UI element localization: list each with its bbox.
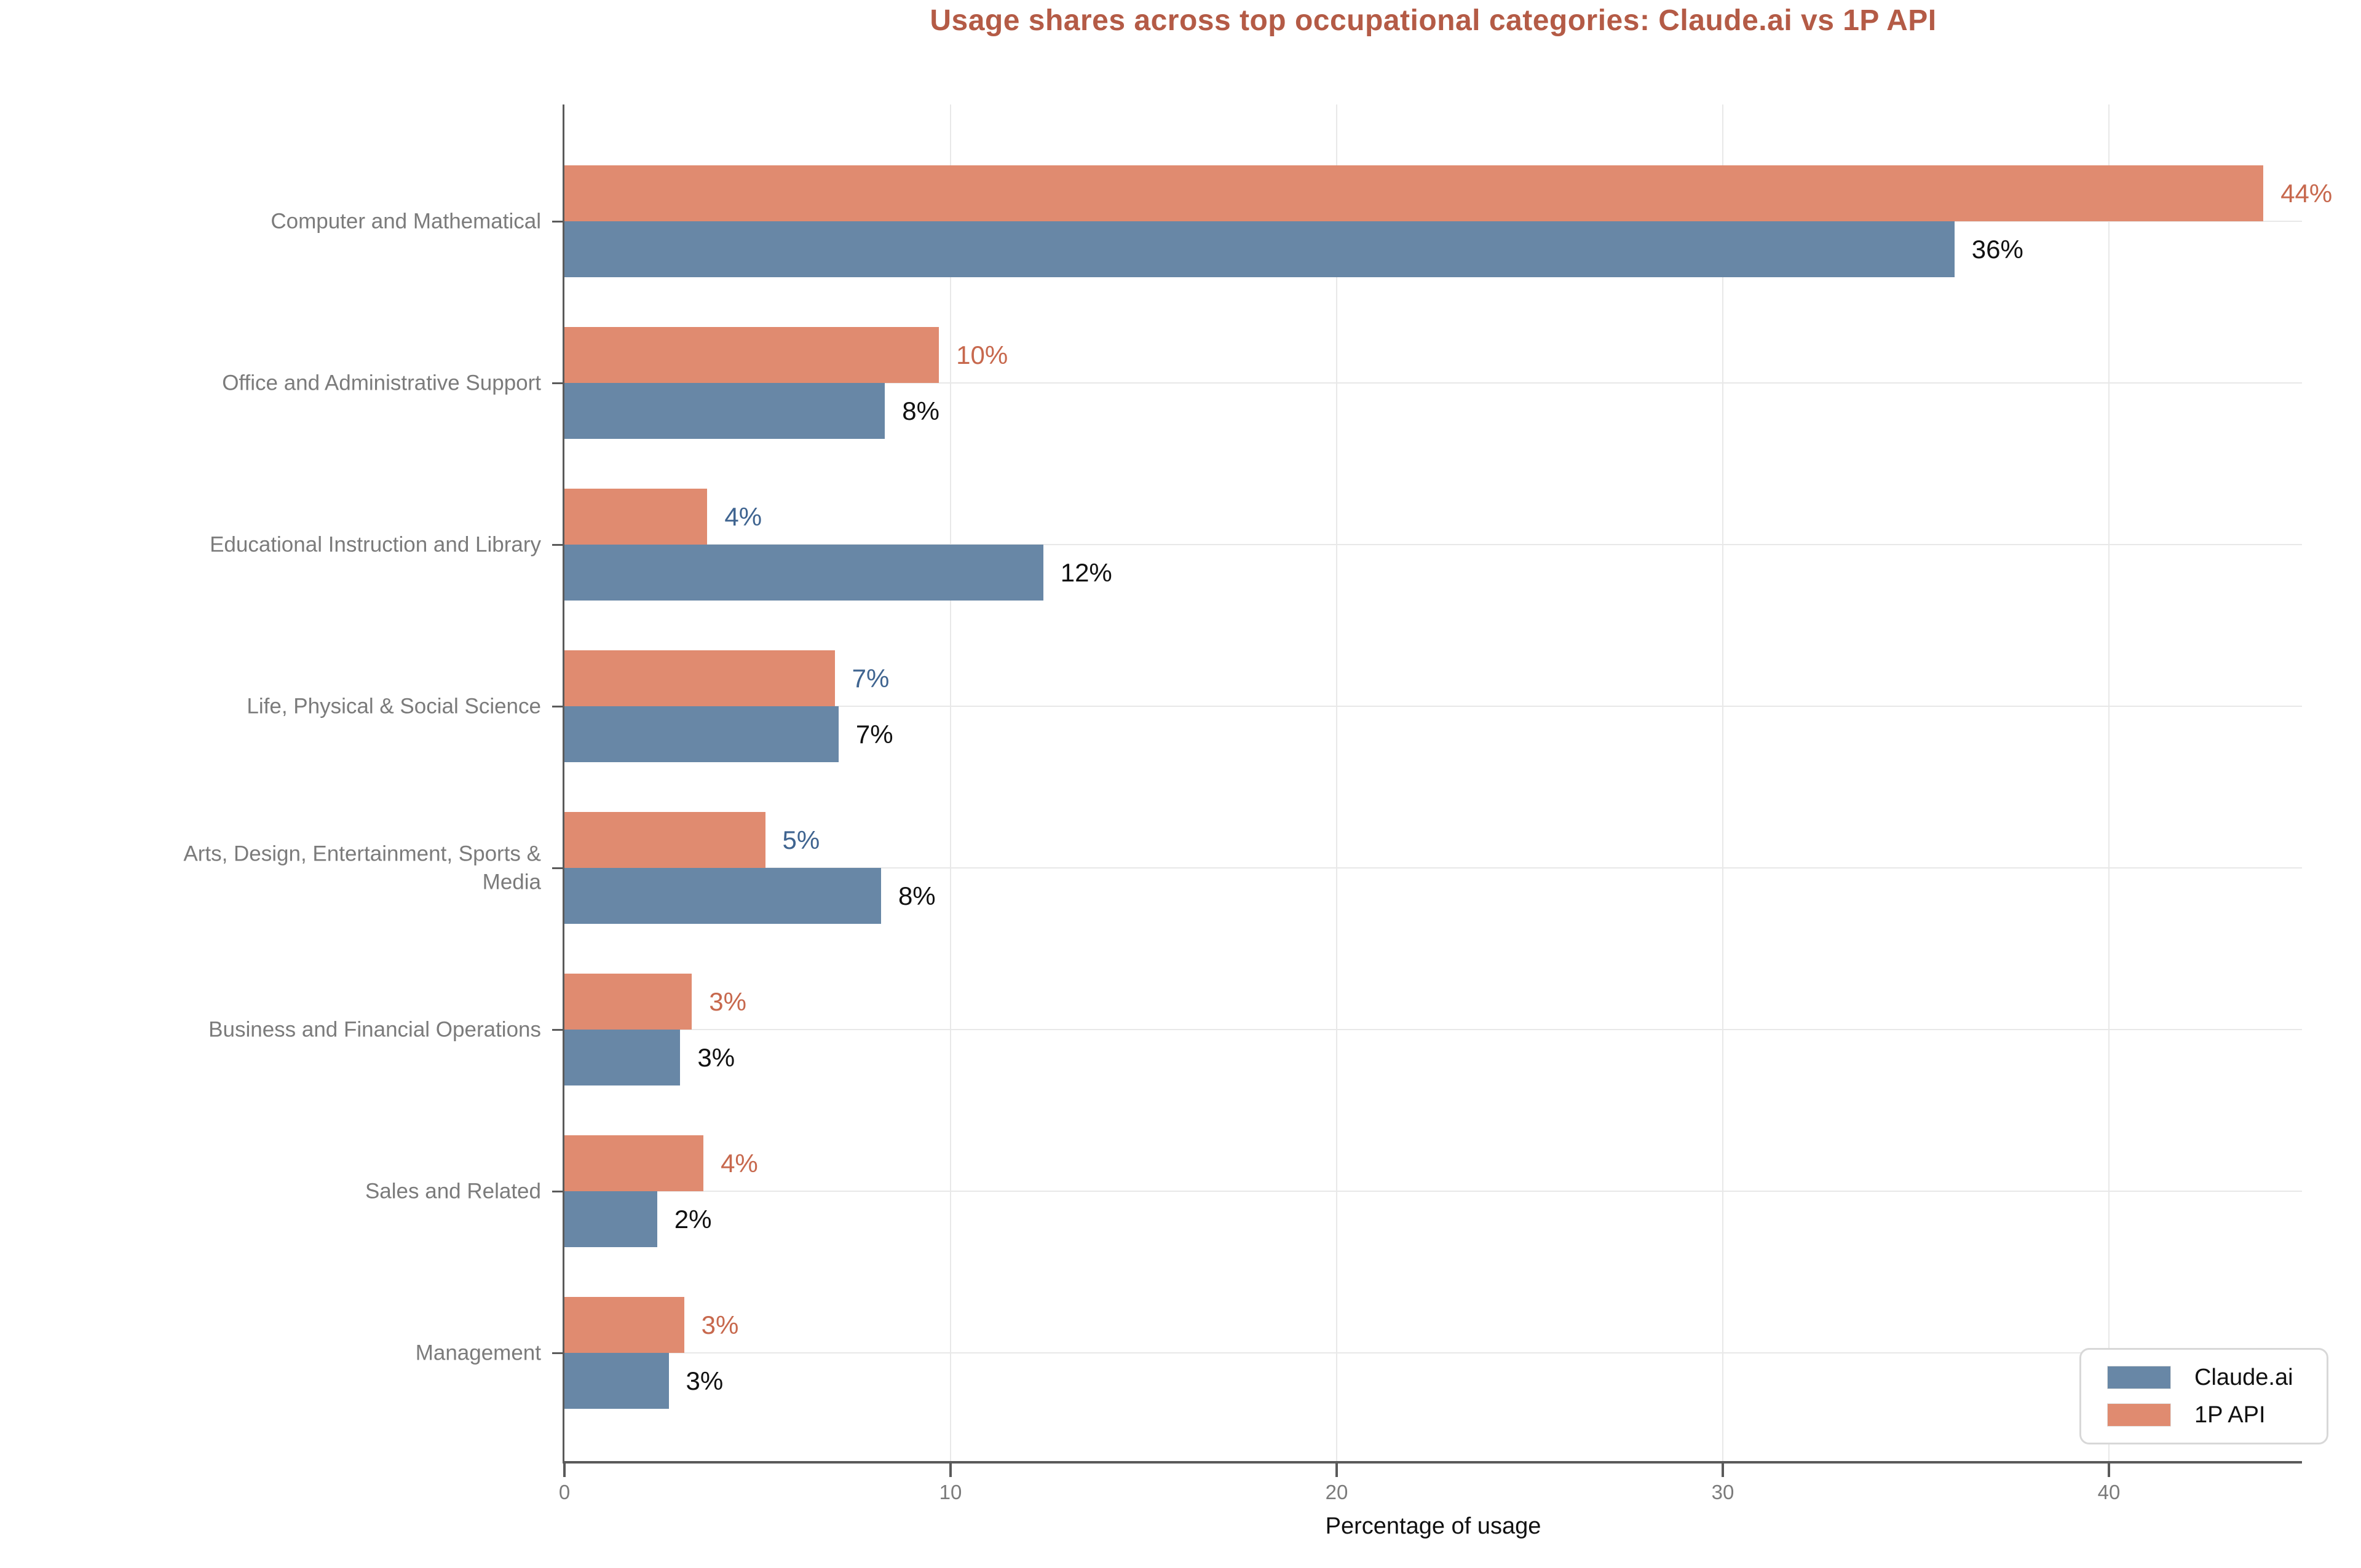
api-swatch-icon (2107, 1403, 2171, 1427)
category-label: Computer and Mathematical (271, 209, 541, 234)
legend: Claude.ai 1P API (2079, 1348, 2328, 1444)
x-tick-label: 0 (558, 1481, 571, 1503)
gridline-vertical (1336, 104, 1337, 1461)
bar-value-1p-api: 7% (852, 663, 890, 693)
x-tick-mark (949, 1464, 952, 1477)
gridline-vertical (1722, 104, 1723, 1461)
bar-value-claude-ai: 2% (674, 1204, 712, 1234)
bar-value-claude-ai: 3% (697, 1042, 735, 1072)
gridline-horizontal (564, 1029, 2302, 1030)
y-tick-mark (552, 220, 564, 223)
category-label: Life, Physical & Social Science (247, 694, 541, 719)
x-tick-label: 30 (1711, 1481, 1734, 1503)
y-tick-mark (552, 1352, 564, 1354)
bar-claude-ai (564, 1191, 657, 1247)
x-axis-spine (563, 1461, 2302, 1464)
y-axis-spine (563, 104, 564, 1464)
y-tick-mark (552, 705, 564, 707)
bar-value-claude-ai: 7% (855, 719, 893, 749)
bar-value-claude-ai: 8% (902, 396, 939, 425)
gridline-horizontal (564, 1352, 2302, 1353)
category-label: Office and Administrative Support (222, 371, 541, 395)
bar-1p-api (564, 812, 765, 868)
x-tick-mark (1722, 1464, 1724, 1477)
bar-1p-api (564, 489, 708, 545)
legend-item-1p-api: 1P API (2107, 1402, 2327, 1428)
gridline-horizontal (564, 706, 2302, 707)
bar-claude-ai (564, 221, 1955, 277)
bar-claude-ai (564, 1030, 681, 1085)
category-label: Educational Instruction and Library (210, 532, 541, 557)
bar-1p-api (564, 974, 692, 1030)
y-tick-mark (552, 1190, 564, 1192)
bar-value-1p-api: 5% (782, 825, 820, 854)
claude-swatch-icon (2107, 1366, 2171, 1389)
plot-area: 44% 36% 10% 8% 4% 12% 7% 7% 5% 8% 3% 3% 4% 2% 3% 3% 0 10 2… (552, 104, 2332, 1503)
bar-value-1p-api: 4% (724, 502, 762, 531)
bar-claude-ai (564, 383, 885, 439)
bar-value-claude-ai: 12% (1060, 557, 1112, 587)
category-label: Business and Financial Operations (208, 1017, 541, 1042)
x-tick-mark (563, 1464, 566, 1477)
bar-value-1p-api: 3% (709, 987, 746, 1016)
legend-item-claude: Claude.ai (2107, 1365, 2327, 1391)
bar-value-1p-api: 44% (2280, 178, 2333, 208)
legend-label: 1P API (2194, 1401, 2266, 1428)
x-tick-label: 20 (1325, 1481, 1348, 1503)
bar-value-claude-ai: 8% (898, 881, 936, 910)
category-label: Arts, Design, Entertainment, Sports & Me… (183, 841, 541, 894)
gridline-horizontal (564, 544, 2302, 545)
bar-value-claude-ai: 36% (1971, 234, 2023, 264)
y-tick-mark (552, 382, 564, 384)
category-label: Management (415, 1341, 541, 1365)
bar-1p-api (564, 650, 835, 706)
bar-value-1p-api: 3% (701, 1310, 739, 1339)
y-tick-mark (552, 1028, 564, 1031)
y-tick-mark (552, 867, 564, 869)
bar-1p-api (564, 1135, 704, 1191)
bar-claude-ai (564, 1353, 669, 1409)
gridline-vertical (950, 104, 951, 1461)
gridline-horizontal (564, 1191, 2302, 1192)
bar-value-claude-ai: 3% (686, 1366, 724, 1395)
category-label: Sales and Related (365, 1179, 541, 1204)
x-axis-title: Percentage of usage (1325, 1513, 1541, 1539)
gridline-horizontal (564, 382, 2302, 384)
y-tick-mark (552, 543, 564, 546)
bar-1p-api (564, 165, 2264, 221)
legend-label: Claude.ai (2194, 1364, 2293, 1390)
bar-claude-ai (564, 868, 881, 924)
bar-value-1p-api: 4% (721, 1148, 758, 1178)
x-tick-mark (2108, 1464, 2110, 1477)
bar-claude-ai (564, 545, 1043, 601)
x-tick-mark (1335, 1464, 1338, 1477)
gridline-horizontal (564, 867, 2302, 869)
x-tick-label: 40 (2097, 1481, 2121, 1503)
bar-1p-api (564, 1297, 684, 1353)
bar-claude-ai (564, 706, 839, 762)
chart-title: Usage shares across top occupational cat… (930, 4, 1937, 37)
bar-value-1p-api: 10% (956, 340, 1008, 369)
gridline-vertical (2108, 104, 2110, 1461)
bar-1p-api (564, 327, 939, 383)
x-tick-label: 10 (939, 1481, 962, 1503)
